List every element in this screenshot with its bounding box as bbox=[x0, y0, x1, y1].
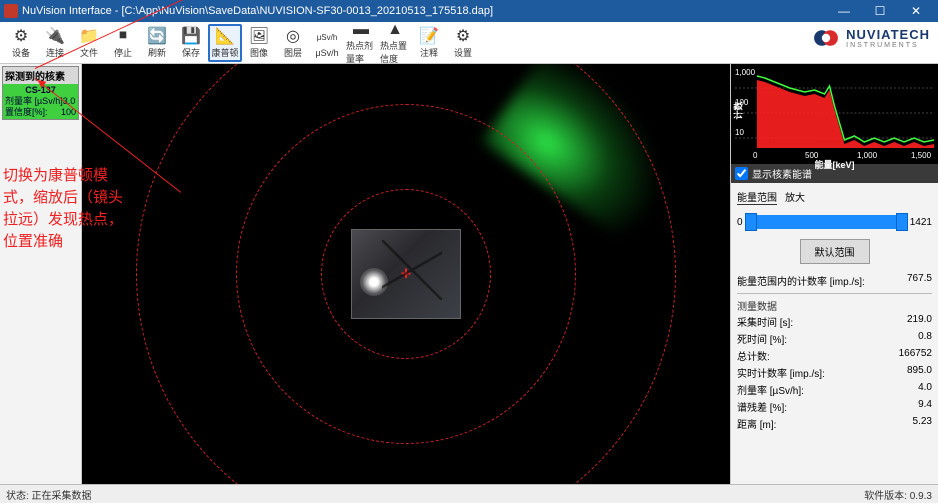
range-min: 0 bbox=[737, 217, 743, 228]
toolbar-刷新[interactable]: 🔄刷新 bbox=[140, 24, 174, 62]
window-title: NuVision Interface - [C:\App\NuVision\Sa… bbox=[22, 5, 826, 17]
toolbar-停止[interactable]: ⏹停止 bbox=[106, 24, 140, 62]
maximize-button[interactable]: ☐ bbox=[862, 0, 898, 22]
camera-view: + bbox=[351, 229, 461, 319]
toolbar-注释[interactable]: 📝注释 bbox=[412, 24, 446, 62]
toolbar-设备[interactable]: ⚙设备 bbox=[4, 24, 38, 62]
toolbar-icon: ⚙ bbox=[452, 26, 474, 46]
toolbar-设置[interactable]: ⚙设置 bbox=[446, 24, 480, 62]
measure-header: 测量数据 bbox=[737, 293, 932, 313]
toolbar-热点剂量率[interactable]: ▬热点剂量率 bbox=[344, 24, 378, 62]
toolbar-康普顿[interactable]: 📐康普顿 bbox=[208, 24, 242, 62]
spectrum-xlabel: 能量[keV] bbox=[735, 158, 934, 171]
toolbar-icon: 📐 bbox=[214, 26, 236, 46]
nuclide-entry[interactable]: CS-137 剂量率 [µSv/h]3.0 置信度[%]: 100 bbox=[3, 84, 78, 119]
status-left: 状态: 正在采集数据 bbox=[6, 487, 92, 502]
energy-range-slider[interactable] bbox=[747, 215, 906, 229]
left-panel: 探测到的核素 CS-137 剂量率 [µSv/h]3.0 置信度[%]: 100 bbox=[0, 64, 82, 484]
crosshair-icon: + bbox=[401, 264, 412, 285]
toolbar: ⚙设备🔌连接📁文件⏹停止🔄刷新💾保存📐康普顿🖼图像◎图层μSv/hμSv/h▬热… bbox=[0, 22, 938, 64]
tab-energy-range[interactable]: 能量范围 bbox=[737, 189, 777, 205]
measure-row: 剂量率 [µSv/h]:4.0 bbox=[737, 381, 932, 398]
toolbar-icon: 🖼 bbox=[248, 26, 270, 46]
measure-row: 总计数:166752 bbox=[737, 347, 932, 364]
spectrum-chart[interactable]: 1,000 100 10 计数 0 500 1,000 1,500 能量[keV… bbox=[731, 64, 938, 164]
measure-row: 采集时间 [s]:219.0 bbox=[737, 313, 932, 330]
image-viewport[interactable]: + bbox=[82, 64, 730, 484]
brand-logo: NUVIATECH INSTRUMENTS bbox=[812, 24, 930, 52]
toolbar-热点置信度[interactable]: ▲热点置信度 bbox=[378, 24, 412, 62]
toolbar-保存[interactable]: 💾保存 bbox=[174, 24, 208, 62]
slider-handle-right[interactable] bbox=[896, 213, 908, 231]
toolbar-icon: 📝 bbox=[418, 26, 440, 46]
default-range-button[interactable]: 默认范围 bbox=[800, 239, 870, 264]
tab-zoom[interactable]: 放大 bbox=[785, 189, 805, 205]
right-panel: 1,000 100 10 计数 0 500 1,000 1,500 能量[keV… bbox=[730, 64, 938, 484]
annotation-text: 切换为康普顿模式，缩放后（镜头拉远）发现热点，位置准确 bbox=[3, 165, 133, 253]
toolbar-icon: ◎ bbox=[282, 26, 304, 46]
toolbar-icon: 🔌 bbox=[44, 26, 66, 46]
detected-nuclides-box: 探测到的核素 CS-137 剂量率 [µSv/h]3.0 置信度[%]: 100 bbox=[2, 66, 79, 120]
slider-handle-left[interactable] bbox=[745, 213, 757, 231]
toolbar-图层[interactable]: ◎图层 bbox=[276, 24, 310, 62]
minimize-button[interactable]: — bbox=[826, 0, 862, 22]
range-rate-label: 能量范围内的计数率 [imp./s]: bbox=[737, 273, 865, 288]
range-max: 1421 bbox=[910, 217, 932, 228]
status-right: 软件版本: 0.9.3 bbox=[864, 487, 932, 502]
measure-row: 距离 [m]:5.23 bbox=[737, 415, 932, 432]
toolbar-icon: ⏹ bbox=[112, 26, 134, 46]
toolbar-icon: ▲ bbox=[384, 21, 406, 39]
measure-row: 谱残差 [%]:9.4 bbox=[737, 398, 932, 415]
toolbar-μSv/h[interactable]: μSv/hμSv/h bbox=[310, 24, 344, 62]
close-button[interactable]: ✕ bbox=[898, 0, 934, 22]
toolbar-连接[interactable]: 🔌连接 bbox=[38, 24, 72, 62]
toolbar-icon: 💾 bbox=[180, 26, 202, 46]
measure-row: 实时计数率 [imp./s]:895.0 bbox=[737, 364, 932, 381]
measure-row: 死时间 [%]:0.8 bbox=[737, 330, 932, 347]
range-rate-value: 767.5 bbox=[907, 273, 932, 288]
brand-sub: INSTRUMENTS bbox=[846, 42, 930, 49]
range-tabs: 能量范围 放大 bbox=[737, 189, 932, 205]
brand-name: NUVIATECH bbox=[846, 27, 930, 42]
toolbar-icon: ▬ bbox=[350, 21, 372, 39]
toolbar-图像[interactable]: 🖼图像 bbox=[242, 24, 276, 62]
statusbar: 状态: 正在采集数据 软件版本: 0.9.3 bbox=[0, 484, 938, 503]
toolbar-icon: μSv/h bbox=[316, 28, 338, 48]
app-icon bbox=[4, 4, 18, 18]
toolbar-icon: 🔄 bbox=[146, 26, 168, 46]
toolbar-icon: ⚙ bbox=[10, 26, 32, 46]
nuclide-confidence: 置信度[%]: 100 bbox=[4, 107, 77, 118]
